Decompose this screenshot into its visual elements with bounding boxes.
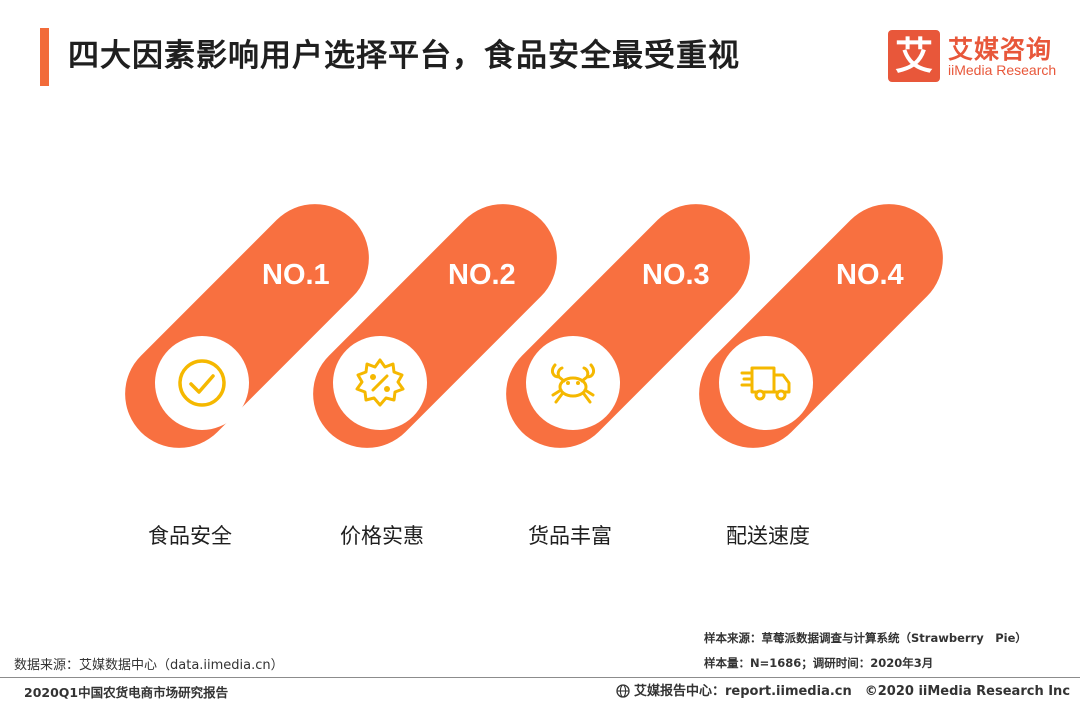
sample-source: 样本来源：草莓派数据调查与计算系统（Strawberry Pie） [704,631,1027,645]
factor-rank-1: NO.1 [262,259,330,291]
factor-rank-4: NO.4 [836,259,904,291]
logo-name-en: iiMedia Research [948,62,1057,78]
report-center-text: 艾媒报告中心：report.iimedia.cn ©2020 iiMedia R… [634,684,1071,699]
factor-icon-circle-2 [333,336,427,430]
factor-icon-circle-4 [719,336,813,430]
check-circle-icon [178,359,226,407]
factor-rank-3: NO.3 [642,259,710,291]
factor-label-3: 货品丰富 [528,524,612,548]
factor-icon-circle-1 [155,336,249,430]
delivery-truck-icon [740,366,791,401]
footer-divider [0,677,1080,678]
sample-size: 样本量：N=1686；调研时间：2020年3月 [704,656,934,670]
report-center: 艾媒报告中心：report.iimedia.cn ©2020 iiMedia R… [616,680,1070,699]
report-name: 2020Q1中国农货电商市场研究报告 [24,685,229,700]
factor-icon-circle-3 [526,336,620,430]
crab-icon [550,363,596,404]
page-title: 四大因素影响用户选择平台，食品安全最受重视 [68,38,740,74]
factor-label-4: 配送速度 [726,524,810,548]
globe-icon [616,684,630,698]
factor-rank-2: NO.2 [448,259,516,291]
factor-label-1: 食品安全 [148,524,232,548]
data-source: 数据来源：艾媒数据中心（data.iimedia.cn） [14,658,284,673]
title-accent-bar [40,28,49,86]
factor-label-2: 价格实惠 [340,524,424,548]
discount-badge-icon [355,358,405,407]
logo-mark: 艾 [888,30,940,82]
logo-name-cn: 艾媒咨询 [948,35,1053,64]
brand-logo: 艾 艾媒咨询 iiMedia Research [888,30,1063,82]
